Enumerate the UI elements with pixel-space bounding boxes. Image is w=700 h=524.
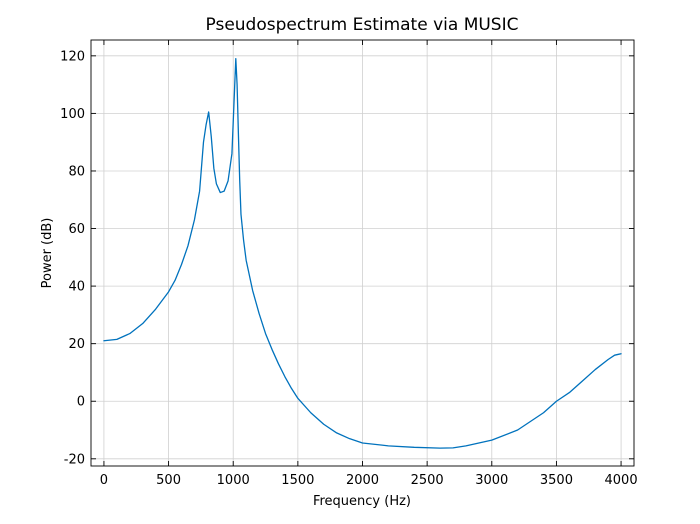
tick-labels: 0 500 1000 1500 2000 2500 3000 3500 4000 -20 0 20 40…: [60, 49, 637, 488]
ticks: [91, 40, 634, 466]
y-tick-label: 60: [68, 222, 85, 237]
x-tick-label: 2000: [346, 473, 379, 488]
y-tick-label: 100: [60, 107, 85, 122]
grid: [91, 40, 634, 466]
y-tick-label: 20: [68, 337, 85, 352]
y-axis-label: Power (dB): [40, 218, 55, 289]
chart-title: Pseudospectrum Estimate via MUSIC: [206, 15, 519, 35]
y-tick-label: -20: [64, 452, 85, 467]
x-axis-label: Frequency (Hz): [313, 494, 411, 509]
pseudospectrum-line: [103, 58, 622, 449]
y-tick-label: 80: [68, 164, 85, 179]
x-tick-label: 3000: [475, 473, 508, 488]
y-tick-label: 120: [60, 49, 85, 64]
y-tick-label: 0: [77, 395, 85, 410]
y-tick-label: 40: [68, 280, 85, 295]
x-tick-label: 1500: [281, 473, 314, 488]
x-tick-label: 500: [156, 473, 181, 488]
x-tick-label: 4000: [605, 473, 638, 488]
x-tick-label: 1000: [217, 473, 250, 488]
x-tick-label: 3500: [540, 473, 573, 488]
x-tick-label: 2500: [411, 473, 444, 488]
x-tick-label: 0: [100, 473, 108, 488]
